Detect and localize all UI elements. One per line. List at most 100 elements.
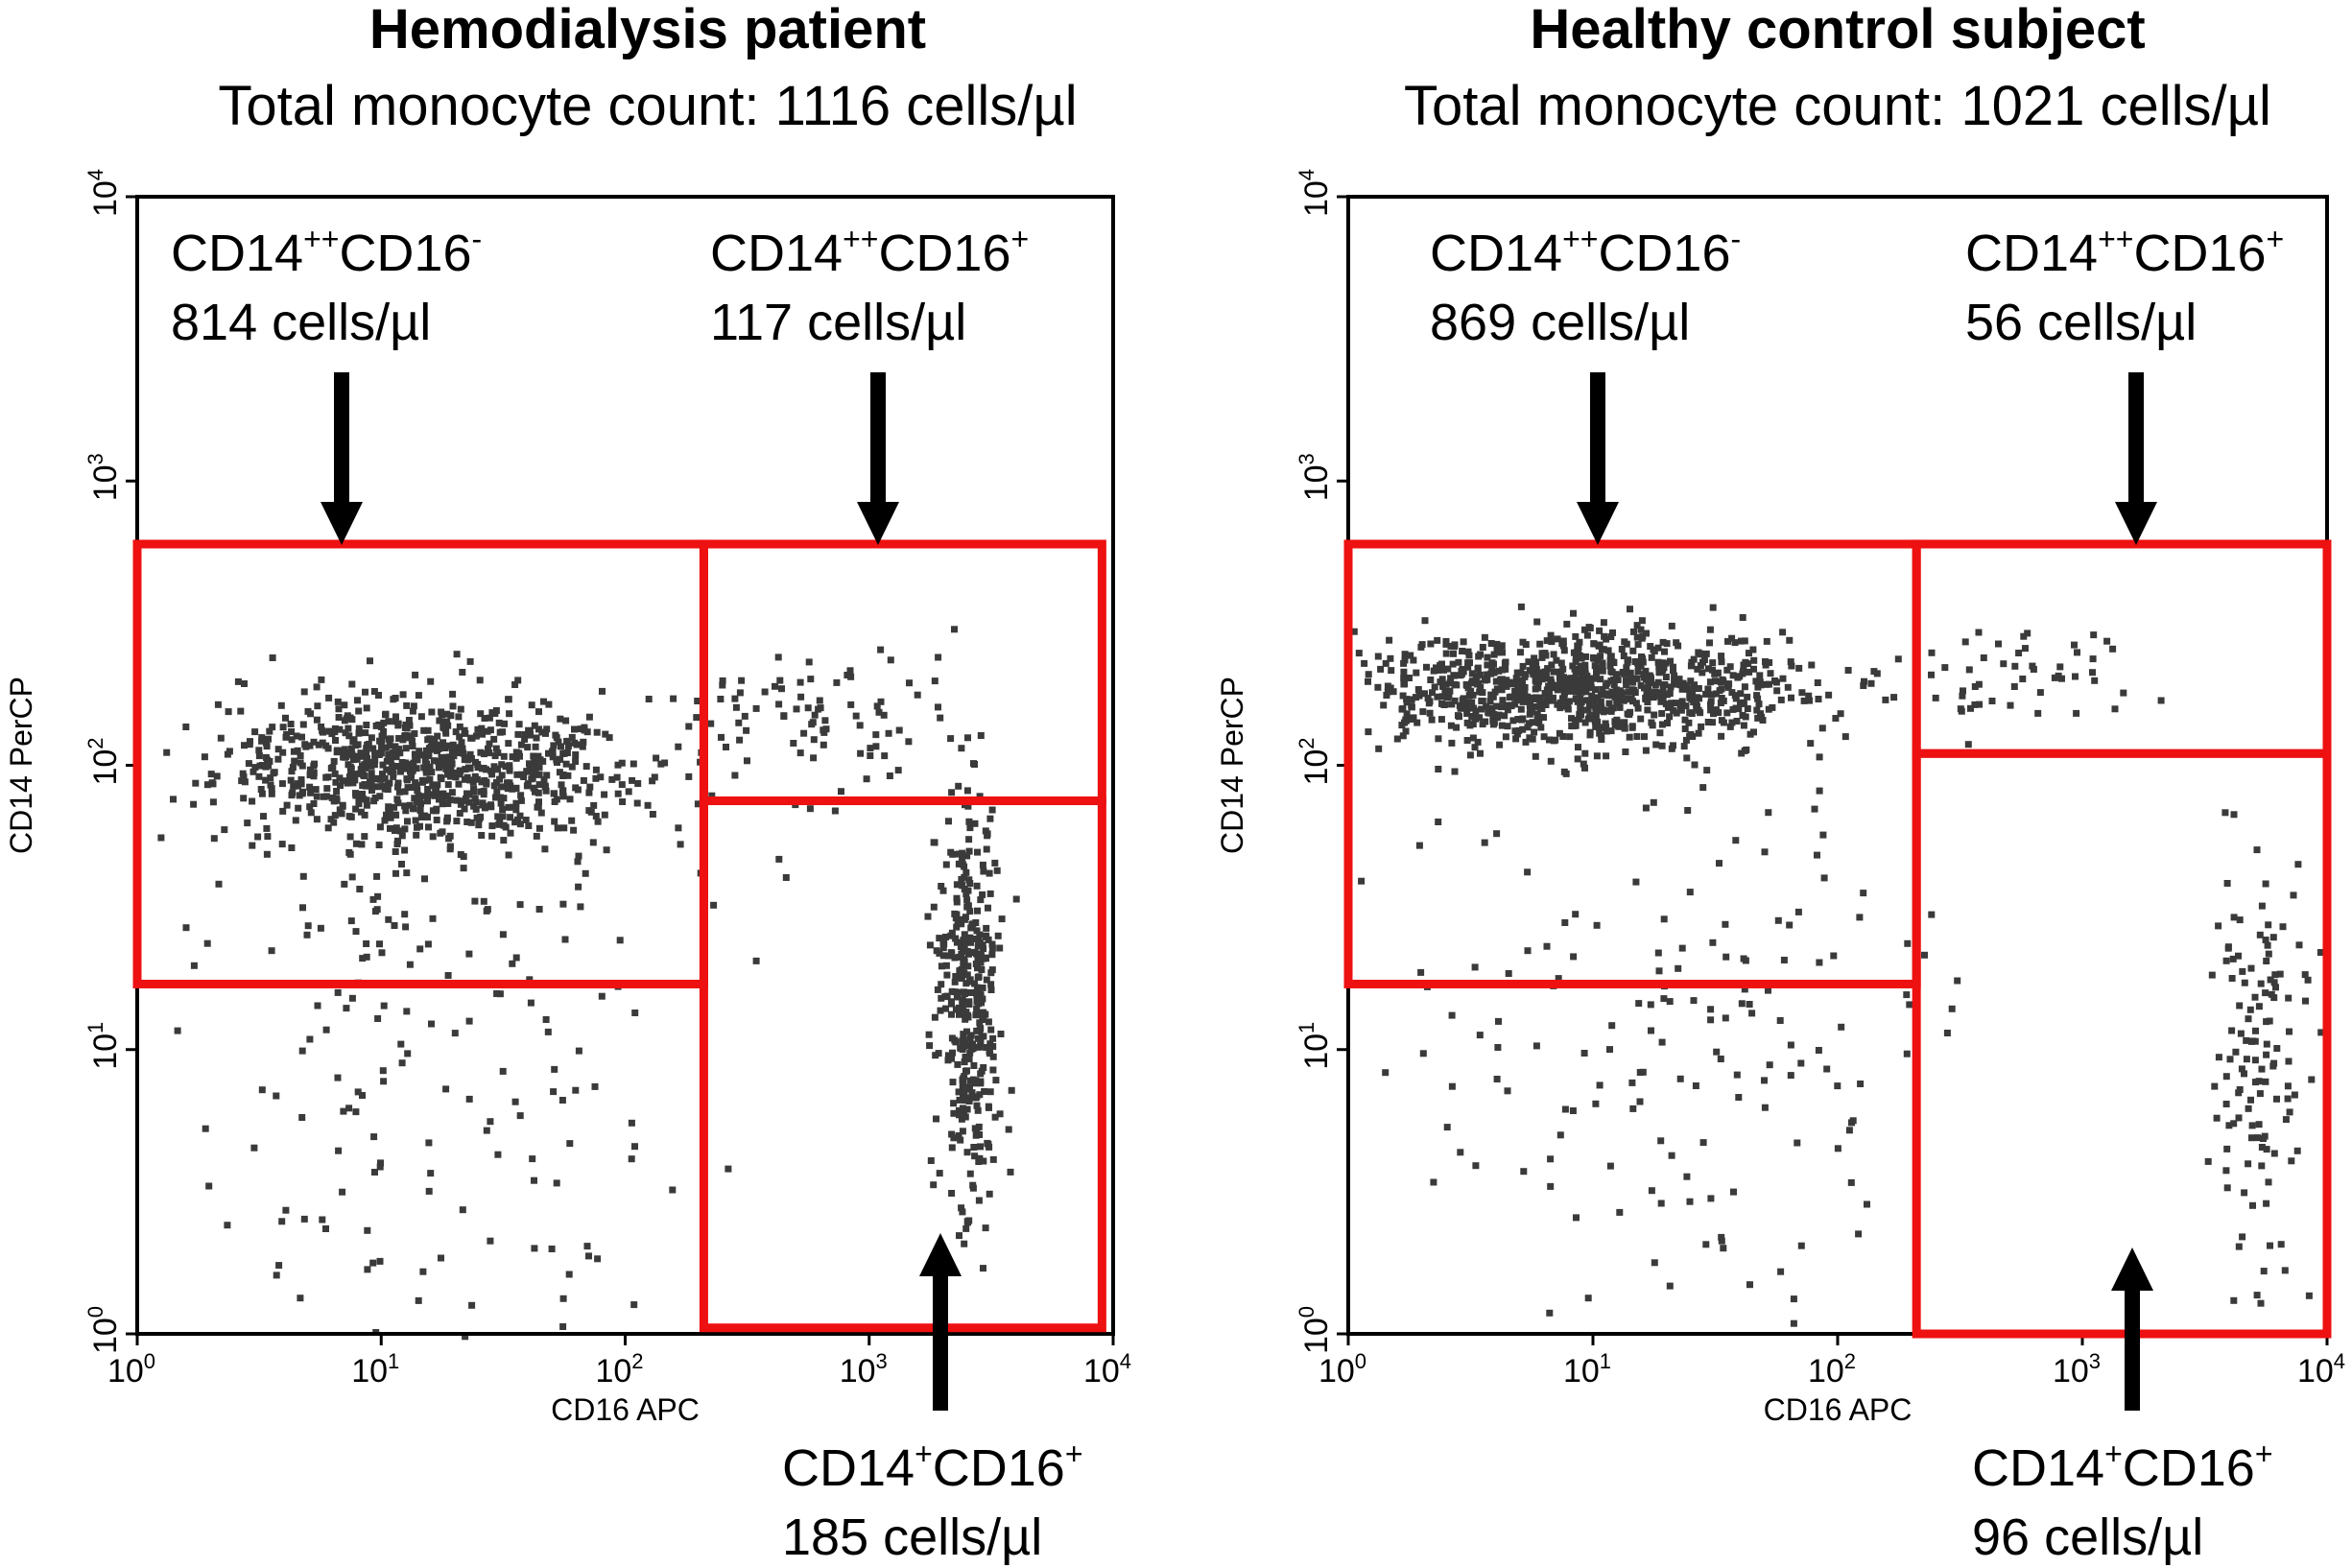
data-point: [973, 1126, 981, 1133]
data-point: [1476, 1032, 1484, 1039]
y-axis-label: CD14 PerCP: [1215, 677, 1249, 854]
chart-subtitle: Total monocyte count: 1116 cells/µl: [218, 75, 1077, 137]
data-point: [2301, 971, 2309, 979]
data-point: [477, 748, 485, 756]
data-point: [2258, 1162, 2266, 1170]
data-point: [867, 752, 874, 759]
data-point: [1666, 998, 1674, 1006]
data-point: [950, 1134, 958, 1142]
data-point: [2264, 941, 2271, 949]
data-point: [1686, 889, 1694, 896]
data-point: [329, 764, 337, 772]
data-point: [1596, 729, 1604, 737]
data-point: [1634, 704, 1642, 712]
data-point: [811, 711, 819, 719]
data-point: [523, 782, 531, 790]
data-point: [1585, 624, 1593, 631]
arrow-head-icon: [1577, 502, 1619, 545]
data-point: [1519, 725, 1527, 733]
data-point: [401, 788, 409, 796]
data-point: [592, 813, 600, 820]
data-point: [685, 772, 693, 780]
data-point: [317, 924, 324, 932]
gate-count-label: 814 cells/µl: [171, 294, 431, 351]
data-point: [1546, 1309, 1554, 1317]
data-point: [1732, 837, 1740, 844]
data-point: [597, 773, 605, 781]
data-point: [2284, 1082, 2292, 1090]
data-point: [1622, 748, 1629, 755]
data-point: [1594, 656, 1602, 664]
data-point: [2256, 931, 2264, 938]
data-point: [1563, 675, 1571, 682]
data-point: [1832, 715, 1840, 722]
data-point: [533, 734, 540, 742]
data-point: [1578, 688, 1585, 696]
x-tick-label: 102: [1808, 1349, 1856, 1390]
data-point: [1606, 1162, 1614, 1170]
data-point: [1621, 725, 1628, 731]
data-point: [1493, 830, 1501, 838]
data-point: [991, 859, 999, 867]
data-point: [1661, 681, 1669, 688]
data-point: [374, 783, 382, 791]
data-point: [392, 869, 399, 877]
data-point: [914, 691, 921, 699]
y-tick-label: 102: [1295, 737, 1335, 785]
data-point: [358, 769, 366, 776]
data-point: [375, 751, 383, 758]
data-point: [535, 752, 542, 760]
data-point: [1578, 672, 1585, 679]
data-point: [395, 735, 403, 742]
data-point: [1459, 697, 1466, 704]
data-point: [1819, 831, 1827, 839]
data-point: [1861, 677, 1867, 685]
data-point: [282, 714, 289, 722]
data-point: [731, 695, 739, 702]
data-point: [1555, 975, 1562, 983]
data-point: [491, 752, 499, 760]
data-point: [462, 795, 469, 802]
data-point: [708, 792, 716, 799]
data-point: [528, 775, 535, 783]
data-point: [535, 781, 543, 789]
data-point: [945, 818, 952, 825]
data-point: [416, 807, 424, 814]
data-point: [375, 692, 382, 699]
data-point: [2235, 1114, 2243, 1122]
data-point: [1477, 683, 1485, 691]
data-point: [487, 1237, 494, 1245]
data-point: [403, 701, 411, 709]
data-point: [2024, 630, 2031, 637]
data-point: [959, 1081, 966, 1089]
data-point: [1408, 702, 1415, 710]
data-point: [392, 811, 399, 819]
data-point: [1634, 668, 1642, 676]
data-point: [1765, 705, 1772, 713]
data-point: [1532, 752, 1539, 760]
data-point: [492, 745, 500, 752]
data-point: [1575, 744, 1581, 751]
data-point: [417, 793, 425, 800]
data-point: [1601, 632, 1608, 640]
data-point: [1794, 1139, 1801, 1147]
data-point: [535, 757, 543, 765]
data-point: [392, 848, 399, 855]
data-point: [985, 904, 991, 912]
data-point: [1704, 719, 1712, 725]
data-point: [488, 832, 496, 840]
data-point: [336, 806, 344, 814]
data-point: [1837, 710, 1844, 718]
data-point: [1496, 677, 1504, 684]
data-point: [1521, 684, 1529, 691]
data-point: [590, 801, 598, 809]
data-point: [343, 753, 350, 760]
data-point: [324, 824, 332, 832]
data-point: [403, 869, 411, 877]
data-point: [2262, 989, 2269, 997]
data-point: [406, 761, 414, 769]
data-point: [965, 847, 973, 855]
data-point: [516, 820, 524, 828]
data-point: [453, 818, 461, 825]
data-point: [959, 997, 966, 1005]
